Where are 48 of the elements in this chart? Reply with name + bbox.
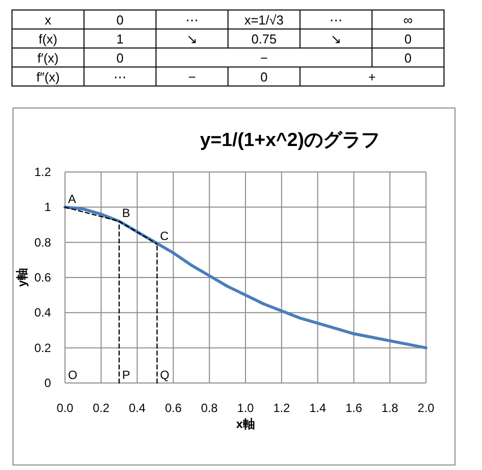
text: 0 [404,50,412,66]
x-tick-label: 1.4 [309,401,326,415]
x-tick-label: 0.8 [201,401,218,415]
annotation: A [68,192,76,206]
text: ⋯ [330,12,342,28]
text: ∞ [403,12,413,28]
annotation: C [160,229,170,244]
x-axis-title: x軸 [236,417,255,431]
text: 0.75 [251,32,277,46]
x-tick-label: 0.2 [92,401,110,415]
y-tick-label: 1.2 [34,165,52,179]
y-tick-label: 1 [44,200,52,214]
x-tick-label: 0.0 [56,401,74,415]
x-tick-label: 1.0 [237,401,254,415]
annotation: Q [160,368,170,382]
text: 1 [116,32,124,46]
text: f(x) [38,32,58,46]
y-tick-label: 0.4 [34,306,52,320]
text: ⋯ [114,70,126,84]
x-tick-label: 1.8 [382,401,399,415]
y-tick-label: 0.6 [34,270,52,284]
text: x=1/√3 [244,12,284,28]
x-tick-label: 1.6 [345,401,362,415]
chart-title: y=1/(1+x^2)のグラフ [200,130,380,151]
text: f″(x) [36,70,60,84]
annotation: B [122,206,130,220]
x-tick-label: 0.4 [128,401,146,415]
text: − [260,50,268,66]
y-tick-label: 0.2 [34,340,52,355]
text: f′(x) [37,50,59,66]
text: 0 [260,70,268,84]
text: + [368,70,376,84]
text: 0 [116,50,124,66]
text: 0 [404,32,412,46]
x-tick-label: 0.6 [164,401,182,415]
x-tick-label: 1.2 [273,401,290,415]
text: 0 [116,12,124,28]
text: − [188,70,196,84]
annotation: O [68,368,78,382]
annotation: P [122,368,130,382]
y-tick-label: 0.8 [34,235,52,250]
text: ⋯ [186,12,198,28]
text: x [44,12,52,28]
x-tick-label: 2.0 [418,401,435,415]
y-tick-label: 0 [44,376,52,390]
text: ↘ [186,32,198,46]
y-axis-title: y軸 [15,268,29,287]
text: ↘ [330,32,342,46]
